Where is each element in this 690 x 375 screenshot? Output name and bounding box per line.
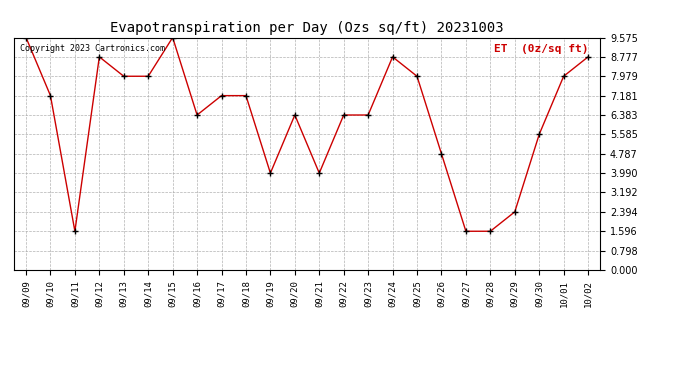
- Text: Copyright 2023 Cartronics.com: Copyright 2023 Cartronics.com: [19, 45, 165, 54]
- Text: ET  (0z/sq ft): ET (0z/sq ft): [494, 45, 589, 54]
- Title: Evapotranspiration per Day (Ozs sq/ft) 20231003: Evapotranspiration per Day (Ozs sq/ft) 2…: [110, 21, 504, 35]
